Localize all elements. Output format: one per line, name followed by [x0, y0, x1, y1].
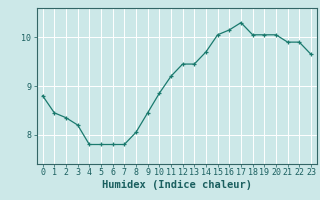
X-axis label: Humidex (Indice chaleur): Humidex (Indice chaleur)	[102, 180, 252, 190]
